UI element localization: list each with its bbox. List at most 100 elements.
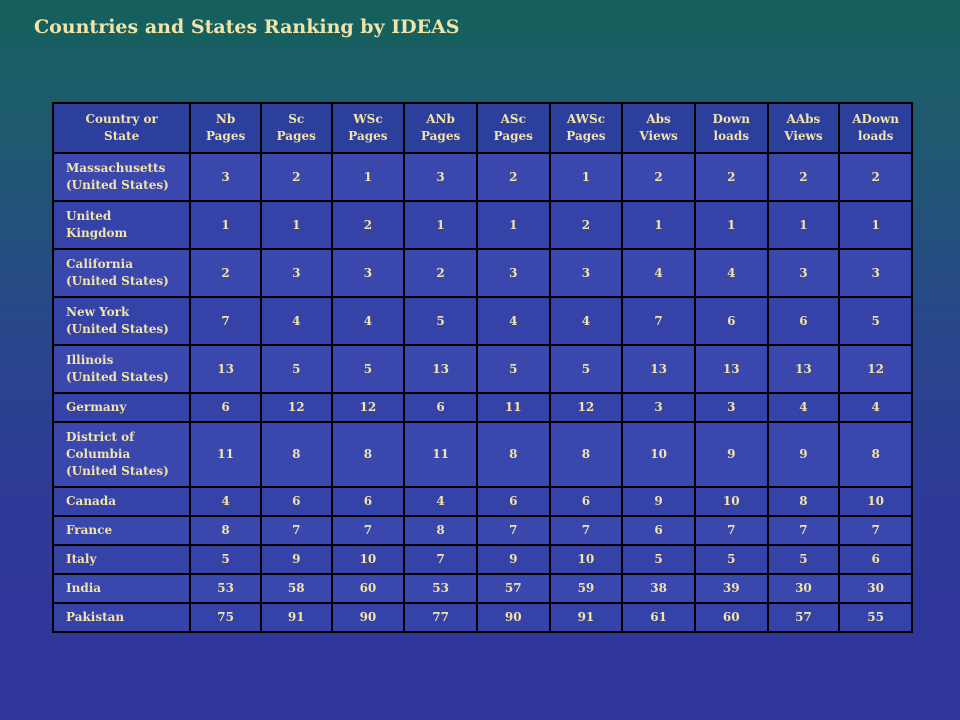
rank-cell: 7	[548, 515, 624, 546]
rank-cell: 55	[838, 602, 913, 633]
column-header: Country or State	[51, 102, 192, 154]
title-bar	[0, 0, 960, 44]
column-header-label: WSc Pages	[348, 112, 388, 143]
table-body: Massachusetts (United States) 3 2 1 3 2 1 2 2 2 2 U…	[51, 152, 913, 633]
rank-cell: 59	[548, 573, 624, 604]
rank-cell: 4	[621, 248, 696, 298]
column-header: ASc Pages	[475, 102, 551, 154]
table-row: New York (United States) 7 4 4 5 4 4 7 6 6 5	[51, 296, 913, 346]
row-name: New York (United States)	[66, 305, 169, 336]
rank-cell: 6	[259, 486, 333, 517]
rank-cell: 91	[259, 602, 333, 633]
rank-cell: 7	[189, 296, 262, 346]
row-name: France	[66, 523, 113, 538]
rank-cell: 1	[693, 200, 769, 250]
rank-cell: 7	[621, 296, 696, 346]
column-header-label: AAbs Views	[784, 112, 823, 143]
rank-cell: 1	[475, 200, 551, 250]
rank-cell: 5	[838, 296, 913, 346]
rank-cell: 4	[259, 296, 333, 346]
rank-cell: 91	[548, 602, 624, 633]
row-name-cell: California (United States)	[51, 248, 192, 298]
rank-cell: 10	[838, 486, 913, 517]
rank-cell: 6	[766, 296, 841, 346]
rank-cell: 7	[330, 515, 406, 546]
rank-cell: 90	[475, 602, 551, 633]
rank-cell: 4	[548, 296, 624, 346]
row-name-cell: Italy	[51, 544, 192, 575]
rank-cell: 2	[838, 152, 913, 202]
rank-cell: 6	[189, 392, 262, 423]
rank-cell: 1	[548, 152, 624, 202]
row-name-cell: New York (United States)	[51, 296, 192, 346]
column-header: Nb Pages	[189, 102, 262, 154]
ranking-table: Country or State Nb Pages Sc Pages WSc Page…	[51, 102, 913, 633]
table-row: Italy 5 9 10 7 9 10 5 5 5 6	[51, 544, 913, 575]
rank-cell: 7	[838, 515, 913, 546]
rank-cell: 3	[693, 392, 769, 423]
rank-cell: 3	[189, 152, 262, 202]
column-header: AAbs Views	[766, 102, 841, 154]
rank-cell: 5	[259, 344, 333, 394]
rank-cell: 1	[259, 200, 333, 250]
rank-cell: 7	[403, 544, 478, 575]
row-name-cell: Germany	[51, 392, 192, 423]
rank-cell: 53	[189, 573, 262, 604]
rank-cell: 57	[766, 602, 841, 633]
rank-cell: 1	[403, 200, 478, 250]
rank-cell: 60	[330, 573, 406, 604]
column-header-label: Abs Views	[639, 112, 678, 143]
row-name: Massachusetts (United States)	[66, 161, 169, 192]
rank-cell: 12	[330, 392, 406, 423]
rank-cell: 4	[766, 392, 841, 423]
column-header-label: Nb Pages	[205, 112, 246, 143]
rank-cell: 5	[621, 544, 696, 575]
rank-cell: 3	[403, 152, 478, 202]
rank-cell: 6	[330, 486, 406, 517]
rank-cell: 2	[403, 248, 478, 298]
row-name-cell: Canada	[51, 486, 192, 517]
rank-cell: 53	[403, 573, 478, 604]
rank-cell: 4	[189, 486, 262, 517]
rank-cell: 2	[766, 152, 841, 202]
column-header: Abs Views	[621, 102, 696, 154]
rank-cell: 10	[621, 421, 696, 488]
rank-cell: 10	[548, 544, 624, 575]
rank-cell: 12	[548, 392, 624, 423]
rank-cell: 9	[475, 544, 551, 575]
rank-cell: 8	[403, 515, 478, 546]
rank-cell: 12	[259, 392, 333, 423]
rank-cell: 11	[403, 421, 478, 488]
row-name: California (United States)	[66, 257, 169, 288]
rank-cell: 2	[259, 152, 333, 202]
rank-cell: 77	[403, 602, 478, 633]
column-header-label: ADown loads	[852, 112, 900, 143]
rank-cell: 8	[766, 486, 841, 517]
rank-cell: 10	[693, 486, 769, 517]
rank-cell: 5	[766, 544, 841, 575]
row-name: Illinois (United States)	[66, 353, 169, 384]
rank-cell: 2	[475, 152, 551, 202]
rank-cell: 1	[189, 200, 262, 250]
column-header: AWSc Pages	[548, 102, 624, 154]
rank-cell: 9	[693, 421, 769, 488]
rank-cell: 5	[330, 344, 406, 394]
rank-cell: 7	[475, 515, 551, 546]
column-header-label: Sc Pages	[276, 112, 316, 143]
rank-cell: 1	[766, 200, 841, 250]
column-header-label: ASc Pages	[493, 112, 533, 143]
column-header: WSc Pages	[330, 102, 406, 154]
row-name: Pakistan	[66, 610, 125, 625]
rank-cell: 4	[475, 296, 551, 346]
rank-cell: 75	[189, 602, 262, 633]
rank-cell: 38	[621, 573, 696, 604]
rank-cell: 1	[621, 200, 696, 250]
table-row: Massachusetts (United States) 3 2 1 3 2 1 2 2 2 2	[51, 152, 913, 202]
rank-cell: 5	[693, 544, 769, 575]
rank-cell: 6	[621, 515, 696, 546]
row-name-cell: United Kingdom	[51, 200, 192, 250]
rank-cell: 9	[259, 544, 333, 575]
rank-cell: 13	[189, 344, 262, 394]
table-row: France 8 7 7 8 7 7 6 7 7 7	[51, 515, 913, 546]
rank-cell: 1	[330, 152, 406, 202]
